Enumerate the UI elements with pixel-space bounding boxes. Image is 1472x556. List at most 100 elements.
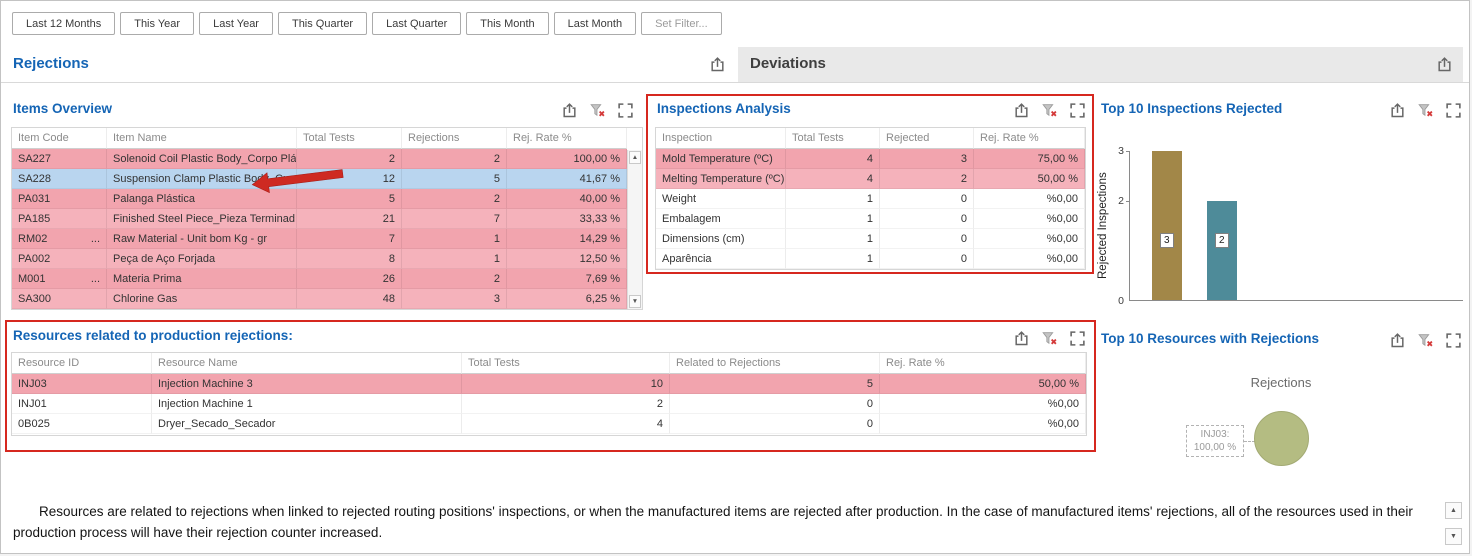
export-icon[interactable] — [561, 102, 578, 119]
table-row[interactable]: PA002 Peça de Aço Forjada 8 1 12,50 % — [12, 249, 627, 269]
export-icon[interactable] — [1389, 332, 1406, 349]
column-header-rejected[interactable]: Rejected — [880, 128, 974, 149]
item-code-cell: PA031 — [12, 189, 107, 209]
filter-button-this-year[interactable]: This Year — [120, 12, 194, 35]
column-header-rejections[interactable]: Rejections — [402, 128, 507, 149]
table-row[interactable]: Melting Temperature (ºC) 4 2 50,00 % — [656, 169, 1085, 189]
rejections-cell: 2 — [402, 189, 507, 209]
filter-button-last-year[interactable]: Last Year — [199, 12, 273, 35]
export-icon[interactable] — [1013, 330, 1030, 347]
column-header-item-name[interactable]: Item Name — [107, 128, 297, 149]
clear-filter-icon[interactable] — [1041, 102, 1058, 119]
table-row[interactable]: INJ01 Injection Machine 1 2 0 %0,00 — [12, 394, 1086, 414]
tab-bar: Rejections Deviations — [1, 47, 1469, 83]
total-tests-cell: 7 — [297, 229, 402, 249]
rej-rate-cell: 12,50 % — [507, 249, 627, 269]
scroll-down-icon[interactable]: ▼ — [1445, 528, 1462, 545]
inspection-cell: Mold Temperature (ºC) — [656, 149, 786, 169]
table-row[interactable]: SA300 Chlorine Gas 48 3 6,25 % — [12, 289, 627, 309]
filter-button-last-month[interactable]: Last Month — [554, 12, 636, 35]
column-header-total-tests[interactable]: Total Tests — [462, 353, 670, 374]
total-tests-cell: 1 — [786, 189, 880, 209]
rej-rate-cell: 7,69 % — [507, 269, 627, 289]
rej-rate-cell: 50,00 % — [974, 169, 1085, 189]
inspection-cell: Dimensions (cm) — [656, 229, 786, 249]
tab-deviations[interactable]: Deviations — [738, 47, 1463, 82]
rejections-cell: 7 — [402, 209, 507, 229]
item-code-text: SA300 — [18, 289, 51, 308]
total-tests-cell: 1 — [786, 249, 880, 269]
expand-icon[interactable] — [1445, 102, 1462, 119]
filter-button-last-quarter[interactable]: Last Quarter — [372, 12, 461, 35]
table-row[interactable]: Dimensions (cm) 1 0 %0,00 — [656, 229, 1085, 249]
y-tick-mark — [1126, 151, 1130, 152]
top-resources-title: Top 10 Resources with Rejections — [1101, 331, 1319, 346]
item-name-cell: Chlorine Gas — [107, 289, 297, 309]
column-header-resource-id[interactable]: Resource ID — [12, 353, 152, 374]
table-row[interactable]: PA031 Palanga Plástica 5 2 40,00 % — [12, 189, 627, 209]
filter-button-last-12-months[interactable]: Last 12 Months — [12, 12, 115, 35]
scroll-up-icon[interactable]: ▲ — [1445, 502, 1462, 519]
expand-icon[interactable] — [1069, 330, 1086, 347]
table-row[interactable]: PA185 Finished Steel Piece_Pieza Termina… — [12, 209, 627, 229]
filter-button-this-quarter[interactable]: This Quarter — [278, 12, 367, 35]
scroll-down-icon[interactable]: ▼ — [629, 295, 641, 308]
inspections-analysis-actions — [1013, 102, 1086, 119]
table-row[interactable]: 0B025 Dryer_Secado_Secador 4 0 %0,00 — [12, 414, 1086, 434]
pie-callout-label: INJ03: 100,00 % — [1186, 425, 1244, 457]
column-header-total-tests[interactable]: Total Tests — [297, 128, 402, 149]
scroll-up-icon[interactable]: ▲ — [629, 151, 641, 164]
clear-filter-icon[interactable] — [1417, 332, 1434, 349]
pie-callout-line1: INJ03: — [1188, 428, 1242, 441]
total-tests-cell: 2 — [462, 394, 670, 414]
item-code-text: SA228 — [18, 169, 51, 188]
item-code-text: SA227 — [18, 149, 51, 168]
column-header-rej-rate[interactable]: Rej. Rate % — [880, 353, 1086, 374]
table-row[interactable]: SA227 Solenoid Coil Plastic Body_Corpo P… — [12, 149, 627, 169]
export-icon[interactable] — [1389, 102, 1406, 119]
export-icon[interactable] — [1436, 56, 1453, 73]
pie-chart[interactable] — [1254, 411, 1309, 466]
column-header-rej-rate[interactable]: Rej. Rate % — [974, 128, 1085, 149]
clear-filter-icon[interactable] — [1417, 102, 1434, 119]
table-row[interactable]: Aparência 1 0 %0,00 — [656, 249, 1085, 269]
column-header-inspection[interactable]: Inspection — [656, 128, 786, 149]
resource-name-cell: Injection Machine 1 — [152, 394, 462, 414]
clear-filter-icon[interactable] — [1041, 330, 1058, 347]
expand-icon[interactable] — [617, 102, 634, 119]
export-icon[interactable] — [1013, 102, 1030, 119]
item-code-cell: RM02... — [12, 229, 107, 249]
table-row[interactable]: M001... Materia Prima 26 2 7,69 % — [12, 269, 627, 289]
table-row-selected[interactable]: SA228 Suspension Clamp Plastic Body_Cue.… — [12, 169, 627, 189]
clear-filter-icon[interactable] — [589, 102, 606, 119]
bar-value-label: 2 — [1215, 233, 1229, 248]
inspections-analysis-table: Inspection Total Tests Rejected Rej. Rat… — [655, 127, 1086, 270]
bar-mold-temperature[interactable] — [1152, 151, 1182, 300]
expand-icon[interactable] — [1445, 332, 1462, 349]
column-header-total-tests[interactable]: Total Tests — [786, 128, 880, 149]
tab-deviations-label: Deviations — [750, 55, 826, 72]
export-icon[interactable] — [709, 56, 726, 73]
footer-scrollbar[interactable]: ▲ ▼ — [1445, 502, 1462, 545]
rejected-cell: 0 — [880, 229, 974, 249]
vertical-scrollbar[interactable]: ▲ ▼ — [627, 150, 642, 309]
column-header-rej-rate[interactable]: Rej. Rate % — [507, 128, 627, 149]
inspection-cell: Aparência — [656, 249, 786, 269]
table-row[interactable]: RM02... Raw Material - Unit bom Kg - gr … — [12, 229, 627, 249]
tab-rejections[interactable]: Rejections — [13, 55, 89, 72]
filter-button-this-month[interactable]: This Month — [466, 12, 548, 35]
table-row[interactable]: Mold Temperature (ºC) 4 3 75,00 % — [656, 149, 1085, 169]
expand-icon[interactable] — [1069, 102, 1086, 119]
table-row[interactable]: Weight 1 0 %0,00 — [656, 189, 1085, 209]
column-header-resource-name[interactable]: Resource Name — [152, 353, 462, 374]
column-header-related[interactable]: Related to Rejections — [670, 353, 880, 374]
table-row[interactable]: INJ03 Injection Machine 3 10 5 50,00 % — [12, 374, 1086, 394]
item-name-cell: Suspension Clamp Plastic Body_Cue... — [107, 169, 297, 189]
table-header-row: Inspection Total Tests Rejected Rej. Rat… — [656, 128, 1085, 149]
column-header-item-code[interactable]: Item Code — [12, 128, 107, 149]
set-filter-button[interactable]: Set Filter... — [641, 12, 722, 35]
item-code-cell: M001... — [12, 269, 107, 289]
item-code-text: PA185 — [18, 209, 50, 228]
bar-melting-temperature[interactable] — [1207, 201, 1237, 300]
table-row[interactable]: Embalagem 1 0 %0,00 — [656, 209, 1085, 229]
